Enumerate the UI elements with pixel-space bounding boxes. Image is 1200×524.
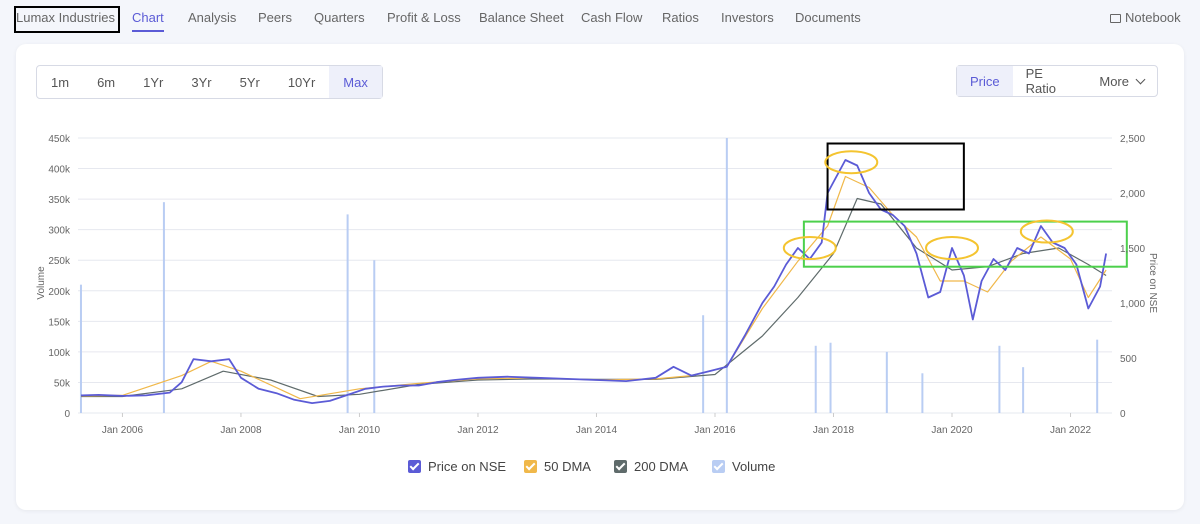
y-left-tick-label: 200k bbox=[48, 287, 71, 298]
chart-card bbox=[16, 44, 1184, 510]
legend-50dma[interactable]: 50 DMA bbox=[524, 459, 591, 474]
volume-bar bbox=[829, 342, 832, 413]
tab-analysis[interactable]: Analysis bbox=[188, 10, 237, 25]
y-left-tick-label: 100k bbox=[48, 348, 71, 359]
y-right-tick-label: 1,500 bbox=[1120, 244, 1145, 255]
range-1m-button[interactable]: 1m bbox=[51, 74, 70, 90]
top-navigation: Lumax Industries Chart Analysis Peers Qu… bbox=[0, 0, 1200, 34]
notebook-label: Notebook bbox=[1125, 10, 1181, 25]
y-left-tick-label: 50k bbox=[54, 378, 71, 389]
metric-selector: Price PE Ratio More bbox=[956, 65, 1158, 97]
volume-bar bbox=[346, 214, 349, 413]
legend-price[interactable]: Price on NSE bbox=[408, 459, 506, 474]
x-tick-label: Jan 2016 bbox=[694, 425, 736, 436]
tab-chart[interactable]: Chart bbox=[132, 10, 164, 25]
annotation-box bbox=[826, 142, 965, 211]
volume-bar bbox=[885, 351, 888, 413]
y-left-tick-label: 300k bbox=[48, 226, 71, 237]
annotation-circle bbox=[782, 236, 837, 260]
company-name[interactable]: Lumax Industries bbox=[16, 10, 115, 25]
tab-investors[interactable]: Investors bbox=[721, 10, 774, 25]
y-right-tick-label: 500 bbox=[1120, 354, 1137, 365]
x-tick-label: Jan 2014 bbox=[576, 425, 618, 436]
series-line-50-dma bbox=[80, 175, 1107, 400]
y-left-tick-label: 150k bbox=[48, 317, 71, 328]
annotation-circle bbox=[925, 236, 980, 260]
x-tick-label: Jan 2012 bbox=[457, 425, 499, 436]
volume-bar bbox=[725, 138, 728, 413]
y-right-tick-label: 2,000 bbox=[1120, 189, 1145, 200]
x-tick-label: Jan 2010 bbox=[339, 425, 381, 436]
range-3yr-button[interactable]: 3Yr bbox=[191, 74, 212, 90]
range-5yr-button[interactable]: 5Yr bbox=[239, 74, 260, 90]
volume-bar bbox=[814, 345, 817, 413]
more-label: More bbox=[1099, 73, 1129, 89]
tab-ratios[interactable]: Ratios bbox=[662, 10, 699, 25]
x-tick-label: Jan 2006 bbox=[102, 425, 144, 436]
y-left-tick-label: 350k bbox=[48, 195, 71, 206]
annotation-circle bbox=[1019, 219, 1074, 244]
y-left-tick-label: 250k bbox=[48, 256, 71, 267]
tab-peers[interactable]: Peers bbox=[258, 10, 292, 25]
series-line-price-on-nse bbox=[80, 159, 1107, 404]
tab-cash-flow[interactable]: Cash Flow bbox=[581, 10, 643, 25]
x-tick-label: Jan 2022 bbox=[1050, 425, 1092, 436]
y-right-tick-label: 2,500 bbox=[1120, 134, 1145, 145]
y-left-tick-label: 400k bbox=[48, 165, 71, 176]
y-right-axis-title: Price on NSE bbox=[1147, 253, 1158, 313]
y-left-tick-label: 450k bbox=[48, 134, 71, 145]
more-dropdown[interactable]: More bbox=[1086, 66, 1157, 96]
x-tick-label: Jan 2020 bbox=[931, 425, 973, 436]
checkbox-icon bbox=[408, 460, 421, 473]
time-range-selector: 1m 6m 1Yr 3Yr 5Yr 10Yr Max bbox=[36, 65, 383, 99]
y-left-tick-label: 0 bbox=[64, 409, 70, 420]
price-metric-button[interactable]: Price bbox=[957, 66, 1013, 96]
volume-bars bbox=[79, 138, 1099, 413]
volume-bar bbox=[1022, 367, 1025, 413]
legend-200dma[interactable]: 200 DMA bbox=[614, 459, 688, 474]
x-tick-label: Jan 2018 bbox=[813, 425, 855, 436]
company-name-highlight-box bbox=[14, 6, 120, 33]
y-right-tick-label: 1,000 bbox=[1120, 299, 1145, 310]
tab-balance-sheet[interactable]: Balance Sheet bbox=[479, 10, 564, 25]
legend-volume[interactable]: Volume bbox=[712, 459, 775, 474]
notebook-icon bbox=[1110, 14, 1121, 23]
active-tab-underline bbox=[132, 30, 164, 32]
range-6m-button[interactable]: 6m bbox=[97, 74, 116, 90]
checkbox-icon bbox=[712, 460, 725, 473]
annotations bbox=[782, 142, 1128, 268]
volume-bar bbox=[702, 315, 705, 413]
volume-bar bbox=[1096, 339, 1099, 413]
checkbox-icon bbox=[524, 460, 537, 473]
tab-documents[interactable]: Documents bbox=[795, 10, 861, 25]
y-left-axis-title: Volume bbox=[36, 266, 47, 300]
tab-profit-loss[interactable]: Profit & Loss bbox=[387, 10, 461, 25]
notebook-link[interactable]: Notebook bbox=[1110, 10, 1181, 25]
x-tick-label: Jan 2008 bbox=[220, 425, 262, 436]
volume-bar bbox=[921, 373, 924, 413]
grid bbox=[78, 137, 1112, 414]
range-max-button[interactable]: Max bbox=[329, 66, 382, 98]
tab-quarters[interactable]: Quarters bbox=[314, 10, 365, 25]
price-lines bbox=[80, 159, 1107, 404]
range-1yr-button[interactable]: 1Yr bbox=[143, 74, 164, 90]
checkbox-icon bbox=[614, 460, 627, 473]
volume-bar bbox=[162, 202, 165, 413]
range-10yr-button[interactable]: 10Yr bbox=[287, 74, 316, 90]
annotation-box bbox=[802, 220, 1128, 268]
legend-price-label: Price on NSE bbox=[428, 459, 507, 474]
legend-50dma-label: 50 DMA bbox=[544, 459, 591, 474]
annotation-circle bbox=[824, 150, 879, 175]
legend-volume-label: Volume bbox=[732, 459, 776, 474]
axes: 0 50k 100k 150k 200k 250k 300k 350k 400k 450k 0 500… bbox=[36, 134, 1158, 436]
pe-ratio-metric-button[interactable]: PE Ratio bbox=[1025, 66, 1056, 96]
legend-200dma-label: 200 DMA bbox=[634, 459, 689, 474]
y-right-tick-label: 0 bbox=[1120, 409, 1126, 420]
volume-bar bbox=[998, 345, 1001, 413]
volume-bar bbox=[373, 260, 376, 413]
volume-bar bbox=[79, 284, 82, 413]
